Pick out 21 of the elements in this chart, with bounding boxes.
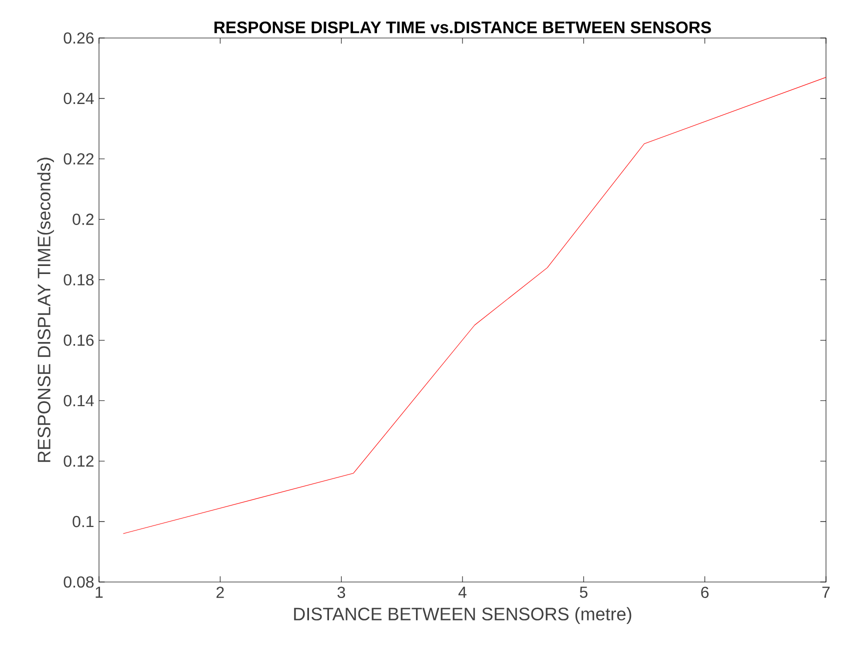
y-tick-label: 0.12 <box>64 455 94 467</box>
y-tick-label: 0.08 <box>64 576 94 588</box>
y-tick-label: 0.14 <box>64 395 94 406</box>
x-tick-label: 1 <box>96 586 103 598</box>
y-tick-label: 0.18 <box>64 274 94 286</box>
x-tick-label: 2 <box>216 586 224 598</box>
y-tick-label: 0.1 <box>72 516 94 528</box>
chart-title: RESPONSE DISPLAY TIME vs.DISTANCE BETWEEN SENSORS <box>214 21 711 34</box>
x-axis-title: DISTANCE BETWEEN SENSORS (metre) <box>294 607 632 624</box>
y-tick-label: 0.26 <box>64 32 94 44</box>
y-tick-label: 0.24 <box>64 92 94 104</box>
y-tick-label: 0.2 <box>72 214 94 225</box>
y-tick-label: 0.16 <box>64 334 94 346</box>
y-axis-title: RESPONSE DISPLAY TIME(seconds) <box>37 158 54 462</box>
x-tick-label: 7 <box>822 586 830 598</box>
line-series <box>122 77 826 534</box>
x-tick-label: 3 <box>337 586 346 598</box>
x-tick-label: 4 <box>458 586 466 598</box>
y-tick-label: 0.22 <box>64 153 94 165</box>
x-tick-label: 6 <box>701 586 709 598</box>
x-tick-label: 5 <box>580 586 588 598</box>
